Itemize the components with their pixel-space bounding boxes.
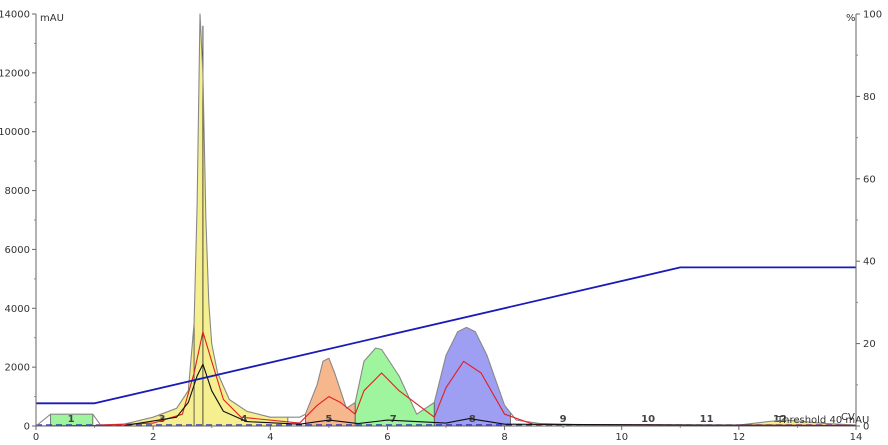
fraction-label-10: 10 bbox=[641, 414, 655, 425]
fraction-label-9: 9 bbox=[560, 414, 567, 425]
y-right-tick-label: 60 bbox=[863, 174, 876, 185]
x-tick-label: 10 bbox=[615, 432, 628, 443]
x-tick-label: 14 bbox=[850, 432, 863, 443]
y-left-tick-label: 6000 bbox=[5, 245, 30, 256]
y-right-tick-label: 0 bbox=[863, 422, 869, 433]
x-tick-label: 0 bbox=[33, 432, 39, 443]
y-left-tick-label: 0 bbox=[24, 422, 30, 433]
fraction-area-4 bbox=[194, 21, 288, 427]
fraction-label-4: 4 bbox=[240, 414, 247, 425]
fraction-label-7: 7 bbox=[390, 414, 397, 425]
y-right-tick-label: 40 bbox=[863, 257, 876, 268]
fraction-label-5: 5 bbox=[325, 414, 332, 425]
fraction-area-5 bbox=[305, 358, 356, 426]
x-tick-label: 8 bbox=[501, 432, 507, 443]
axes-layer: 0200040006000800010000120001400002040608… bbox=[0, 10, 882, 444]
threshold-label: Threshold 40 mAU bbox=[776, 415, 869, 426]
fraction-area-1 bbox=[50, 414, 93, 426]
y-right-tick-label: 100 bbox=[863, 10, 882, 21]
x-tick-label: 4 bbox=[267, 432, 273, 443]
fractions-layer: 1 3 4 5 7 8 9 10 11 12 bbox=[50, 21, 845, 427]
y-left-tick-label: 4000 bbox=[5, 304, 30, 315]
y-left-tick-label: 12000 bbox=[0, 68, 30, 79]
x-tick-label: 6 bbox=[384, 432, 390, 443]
y-right-tick-label: 20 bbox=[863, 339, 876, 350]
series-line-gradient bbox=[36, 266, 856, 405]
y-left-tick-label: 8000 bbox=[5, 186, 30, 197]
y-left-tick-label: 2000 bbox=[5, 363, 30, 374]
y-left-tick-label: 10000 bbox=[0, 127, 30, 138]
x-tick-label: 12 bbox=[732, 432, 745, 443]
y-right-axis-unit: % bbox=[846, 13, 856, 24]
x-tick-label: 2 bbox=[150, 432, 156, 443]
y-left-tick-label: 14000 bbox=[0, 10, 30, 21]
fraction-area-3 bbox=[129, 323, 195, 426]
series-layer bbox=[35, 13, 857, 427]
fraction-area-8 bbox=[434, 327, 511, 426]
y-left-axis-unit: mAU bbox=[40, 13, 64, 24]
fraction-label-11: 11 bbox=[700, 414, 714, 425]
y-right-tick-label: 80 bbox=[863, 92, 876, 103]
fraction-label-1: 1 bbox=[68, 414, 75, 425]
x-axis-unit: CV bbox=[841, 412, 855, 423]
series-line-uv_third bbox=[35, 363, 857, 427]
fraction-label-12: 12 bbox=[773, 414, 787, 425]
fraction-area-7 bbox=[355, 348, 435, 426]
